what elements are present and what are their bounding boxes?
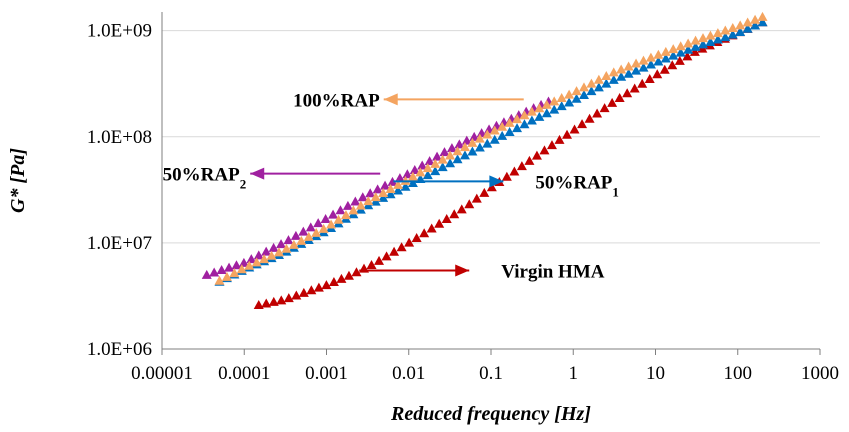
data-point (637, 79, 647, 88)
x-axis-title: Reduced frequency [Hz] (390, 403, 591, 425)
annotation-label: 100%RAP (293, 90, 380, 111)
data-point (547, 140, 557, 149)
data-point (615, 93, 625, 102)
annotation-label: 50%RAP1 (535, 172, 619, 199)
annotation-label: 50%RAP2 (163, 165, 247, 192)
data-point (720, 26, 730, 35)
tick-labels: 1.0E+06 1.0E+07 1.0E+08 1.0E+09 0.00001 0.000… (87, 21, 839, 384)
x-tick-label: 100 (724, 363, 753, 384)
data-point (554, 135, 564, 144)
data-point (607, 98, 617, 107)
data-point (404, 238, 414, 247)
data-point (570, 124, 580, 133)
data-point (419, 228, 429, 237)
data-point (464, 199, 474, 208)
data-point (412, 233, 422, 242)
data-point (577, 119, 587, 128)
data-point (585, 114, 595, 123)
data-point (449, 209, 459, 218)
data-point (299, 288, 309, 297)
data-point (442, 214, 452, 223)
data-point (382, 251, 392, 260)
y-tick-label: 1.0E+09 (87, 21, 152, 42)
x-tick-label: 10 (646, 363, 665, 384)
data-point (705, 31, 715, 40)
data-point (269, 297, 279, 306)
data-point (509, 166, 519, 175)
data-point (427, 224, 437, 233)
x-tick-label: 0.1 (479, 363, 503, 384)
data-point (698, 33, 708, 42)
data-point (645, 74, 655, 83)
data-point (374, 256, 384, 265)
x-tick-label: 1000 (801, 363, 839, 384)
data-point (600, 103, 610, 112)
y-axis-title: G* [Pa] (7, 148, 29, 213)
y-tick-label: 1.0E+08 (87, 127, 152, 148)
x-tick-label: 0.00001 (131, 363, 193, 384)
data-point (291, 290, 301, 299)
series-50-rap2 (202, 97, 554, 279)
annotation-arrowhead (384, 93, 398, 105)
data-point (502, 172, 512, 181)
x-tick-label: 0.0001 (218, 363, 270, 384)
data-point (457, 204, 467, 213)
y-tick-label: 1.0E+07 (87, 233, 152, 254)
data-series (202, 12, 768, 309)
data-point (261, 298, 271, 307)
data-point (254, 300, 264, 309)
data-point (539, 145, 549, 154)
data-point (562, 130, 572, 139)
data-point (592, 108, 602, 117)
data-point (209, 267, 219, 276)
data-point (276, 295, 286, 304)
data-point (472, 194, 482, 203)
annotation-arrowhead (455, 264, 469, 276)
data-point (314, 283, 324, 292)
data-point (202, 270, 212, 279)
data-point (691, 36, 701, 45)
data-point (306, 285, 316, 294)
data-point (434, 219, 444, 228)
data-point (630, 83, 640, 92)
data-point (224, 263, 234, 272)
data-point (622, 88, 632, 97)
data-point (217, 265, 227, 274)
data-point (517, 161, 527, 170)
data-point (284, 293, 294, 302)
annotation-arrowhead (250, 168, 264, 180)
annotation-label: Virgin HMA (501, 261, 605, 282)
x-tick-label: 0.01 (392, 363, 425, 384)
data-point (397, 242, 407, 251)
x-tick-label: 0.001 (305, 363, 348, 384)
y-tick-label: 1.0E+06 (87, 339, 152, 360)
data-point (389, 247, 399, 256)
data-point (532, 151, 542, 160)
data-point (524, 156, 534, 165)
data-point (479, 188, 489, 197)
x-tick-label: 1 (569, 363, 579, 384)
data-point (713, 28, 723, 37)
data-point (758, 12, 768, 21)
